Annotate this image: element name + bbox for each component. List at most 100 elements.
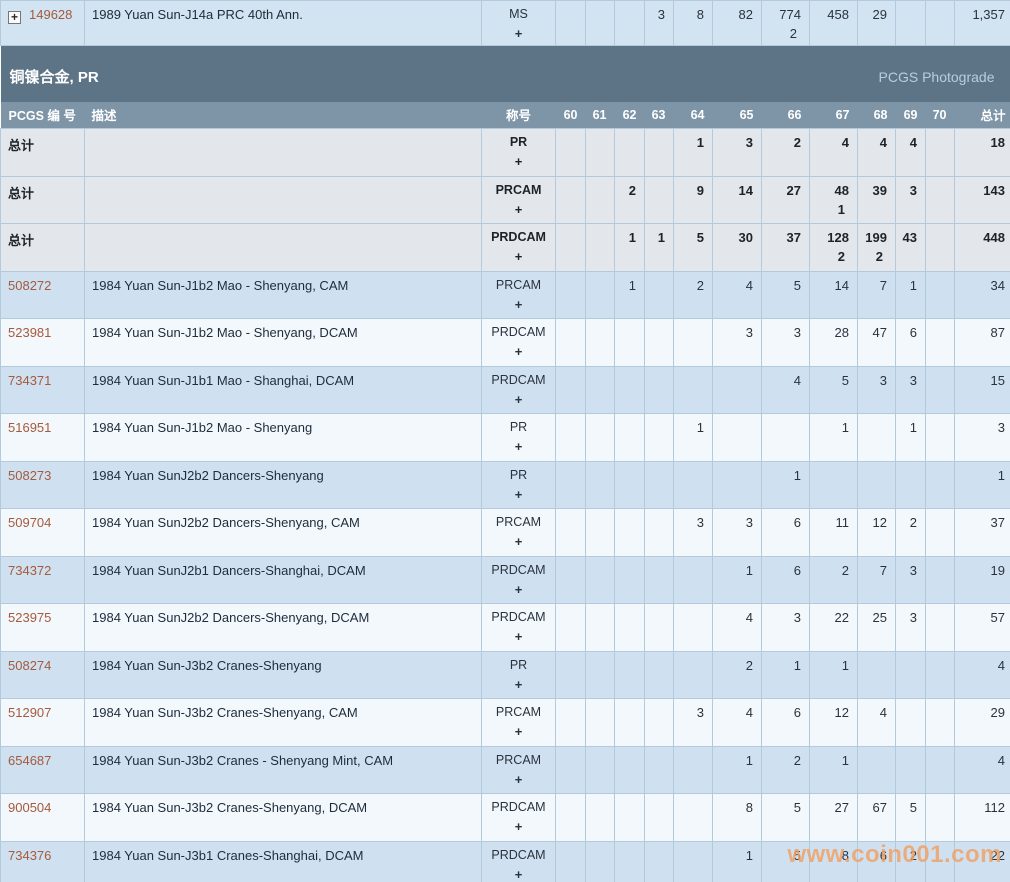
pcgs-number-link[interactable]: 516951: [8, 420, 52, 435]
designation-label: PR: [509, 420, 528, 434]
pcgs-number-link[interactable]: 508274: [8, 657, 52, 673]
grade-cell-63: [644, 603, 674, 652]
grade-cell-67: 458: [809, 0, 858, 46]
grade-count: 82: [738, 7, 753, 22]
pcgs-number-link[interactable]: 734376: [8, 847, 52, 863]
plus-grade-label: +: [514, 391, 523, 407]
total-count: 15: [954, 365, 1010, 414]
pcgs-photograde-link[interactable]: PCGS Photograde: [878, 68, 995, 85]
grade-count: 3: [879, 372, 887, 388]
grade-cell-66: 6: [761, 698, 810, 747]
pcgs-number-link[interactable]: 900504: [8, 800, 52, 815]
grade-cell-68: 25: [857, 603, 896, 652]
grade-count: 1: [628, 230, 636, 245]
grade-cell-64: 8: [673, 0, 713, 46]
grade-cell-64: 1: [673, 413, 713, 462]
pcgs-number-link[interactable]: 523975: [8, 610, 52, 625]
grade-cell-65: 3: [712, 508, 762, 557]
grade-cell-62: [614, 840, 645, 882]
pcgs-number-link[interactable]: 512907: [8, 705, 52, 720]
grade-cell-67: 1: [809, 745, 858, 794]
coin-description: 1984 Yuan SunJ2b2 Dancers-Shenyang, DCAM: [84, 603, 482, 652]
grade-cell-67: 12: [809, 698, 858, 747]
pcgs-number-cell: 734371: [0, 365, 85, 414]
grade-cell-63: [644, 318, 674, 367]
grade-cell-66: 4: [761, 365, 810, 414]
grade-cell-64: [673, 555, 713, 604]
grade-cell-68: 29: [857, 0, 896, 46]
pcgs-number-link[interactable]: 523981: [8, 325, 52, 340]
grade-count: 458: [827, 7, 849, 22]
grade-count: 5: [841, 372, 849, 388]
total-count: 448: [954, 223, 1010, 272]
grade-cell-61: [585, 508, 615, 557]
grade-count: 1: [745, 562, 753, 578]
coin-description: 1984 Yuan Sun-J1b2 Mao - Shenyang: [84, 413, 482, 462]
pcgs-number-cell: 516951: [0, 413, 85, 462]
plus-grade-label: +: [514, 439, 523, 454]
grade-cell-69: [895, 650, 926, 699]
grade-count: 4: [909, 135, 917, 150]
grade-cell-65: 1: [712, 745, 762, 794]
column-header-designation: 称号: [481, 101, 556, 129]
total-count: 29: [954, 698, 1010, 747]
grade-cell-67: 1: [809, 413, 858, 462]
grade-cell-63: [644, 745, 674, 794]
grade-cell-68: [857, 413, 896, 462]
grade-cell-60: [555, 745, 586, 794]
expand-icon[interactable]: +: [8, 11, 21, 24]
grade-cell-68: [857, 745, 896, 794]
pcgs-number-link[interactable]: 508273: [8, 467, 52, 483]
coin-description: 1984 Yuan Sun-J3b2 Cranes-Shenyang, DCAM: [84, 793, 482, 842]
grade-count: 1: [909, 277, 917, 293]
grade-cell-63: [644, 128, 674, 177]
table-row: 总计 PR +1 3 2 4 4 4 18: [0, 128, 1010, 177]
grade-cell-61: [585, 413, 615, 462]
grade-count: 4: [841, 135, 849, 150]
designation-cell: PR +: [481, 650, 556, 699]
pcgs-number-cell: 654687: [0, 745, 85, 794]
pcgs-number-link[interactable]: 654687: [8, 752, 52, 768]
plus-grade-label: +: [514, 296, 523, 312]
grade-cell-70: [925, 223, 955, 272]
grade-cell-67: 128 2: [809, 223, 858, 272]
grade-cell-70: [925, 793, 955, 842]
pcgs-number-link[interactable]: 508272: [8, 277, 52, 293]
grade-count: 3: [745, 515, 753, 530]
column-header-grade-61: 61: [585, 101, 615, 129]
grade-count: 2: [909, 847, 917, 863]
grade-count: 199: [865, 230, 887, 245]
grade-cell-62: [614, 0, 645, 46]
pcgs-number-link[interactable]: 734372: [8, 562, 52, 578]
grade-cell-63: [644, 555, 674, 604]
pcgs-number-link[interactable]: 509704: [8, 515, 52, 530]
coin-description: [84, 223, 482, 272]
grade-cell-64: 3: [673, 508, 713, 557]
grade-count: 1: [657, 230, 665, 245]
designation-label: PRCAM: [495, 705, 542, 719]
grade-cell-61: [585, 318, 615, 367]
grade-cell-61: [585, 270, 615, 319]
grade-cell-61: [585, 0, 615, 46]
pcgs-number-link[interactable]: 149628: [29, 7, 73, 22]
designation-label: PRDCAM: [491, 230, 546, 244]
grade-cell-60: [555, 365, 586, 414]
grade-count: 1: [745, 752, 753, 768]
section-header-body: 铜镍合金, PR PCGS Photograde PCGS 编 号 描述 称号 …: [0, 45, 1010, 129]
grade-count: 6: [909, 325, 917, 340]
grade-count: 7: [879, 562, 887, 578]
grade-count: 3: [793, 325, 801, 340]
total-row-label: 总计: [8, 233, 35, 248]
grade-count: 28: [834, 325, 849, 340]
grade-cell-69: 43: [895, 223, 926, 272]
designation-label: PRCAM: [495, 182, 542, 197]
coin-description: 1984 Yuan SunJ2b2 Dancers-Shenyang: [84, 460, 482, 509]
grade-count: 67: [872, 800, 887, 815]
plus-grade-label: +: [514, 249, 523, 264]
column-header-description: 描述: [84, 101, 482, 129]
pcgs-number-link[interactable]: 734371: [8, 372, 52, 388]
total-count: 1: [954, 460, 1010, 509]
pcgs-number-cell: 总计: [0, 175, 85, 224]
grade-cell-60: [555, 270, 586, 319]
grade-count: 2: [696, 277, 704, 293]
